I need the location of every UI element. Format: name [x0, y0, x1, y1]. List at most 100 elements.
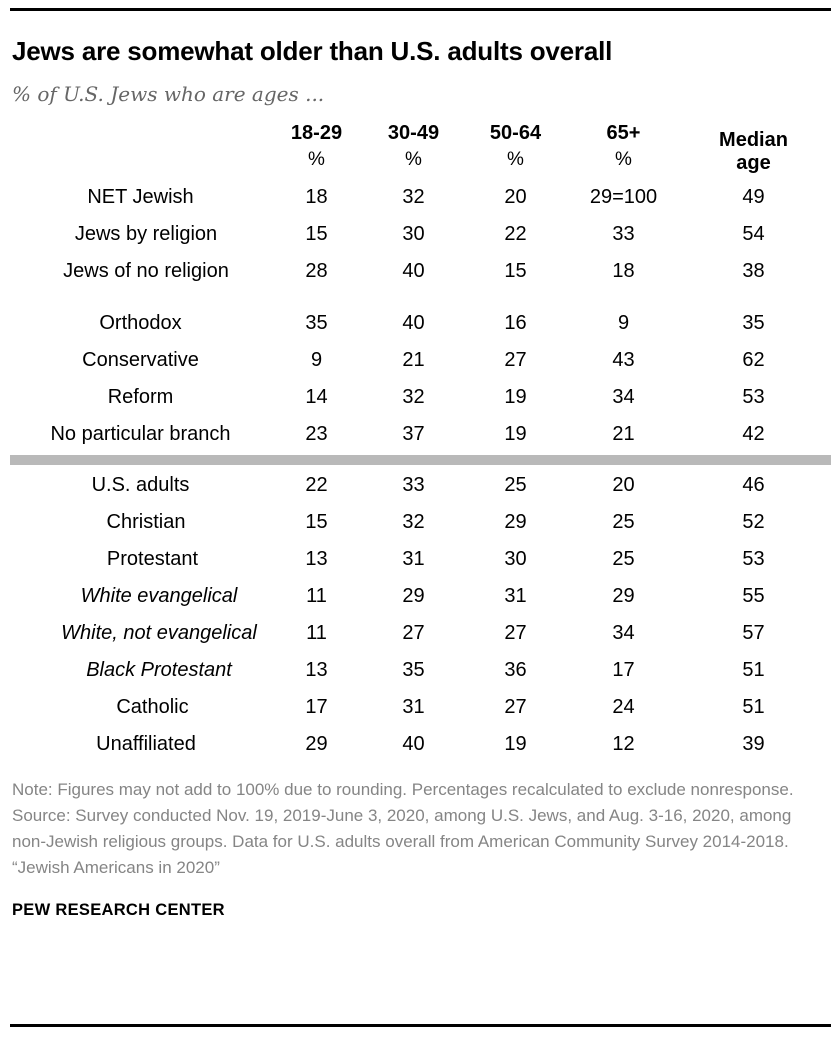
cell-value: 31 — [402, 696, 425, 718]
report-title: “Jewish Americans in 2020” — [12, 858, 220, 877]
column-header-30-49: 30-49 % — [364, 122, 463, 179]
column-header-unit: % — [308, 149, 325, 170]
row-label: Christian — [12, 504, 269, 541]
cell-value: 49 — [742, 186, 765, 208]
page-title: Jews are somewhat older than U.S. adults… — [12, 36, 613, 66]
top-rule — [10, 8, 831, 11]
cell-value: 15 — [504, 260, 527, 282]
cell-value: 14 — [305, 386, 328, 408]
row-label-text: U.S. adults — [91, 474, 190, 496]
row-label: NET Jewish — [12, 179, 269, 216]
column-header-label: 50-64 — [489, 122, 542, 144]
cell-value: 22 — [504, 223, 527, 245]
cell-value: 52 — [742, 511, 765, 533]
row-label-text: Catholic — [116, 696, 189, 718]
table-gap-cell — [12, 290, 828, 305]
cell-value: 22 — [305, 474, 328, 496]
cell-value: 30 — [504, 548, 527, 570]
row-label-text: Jews by religion — [74, 223, 218, 245]
cell-value: 27 — [504, 696, 527, 718]
cell-value: 13 — [305, 548, 328, 570]
cell-value: 27 — [402, 622, 425, 644]
cell-value: 24 — [612, 696, 635, 718]
cell-value: 9 — [310, 349, 323, 371]
row-label: Conservative — [12, 342, 269, 379]
cell-value: 32 — [402, 511, 425, 533]
cell-value: 35 — [305, 312, 328, 334]
cell-value: 20 — [504, 186, 527, 208]
column-header-label: 18-29 — [290, 122, 343, 144]
cell-value: 34 — [612, 622, 635, 644]
cell-value: 57 — [742, 622, 765, 644]
cell-value: 40 — [402, 312, 425, 334]
cell-value: 31 — [402, 548, 425, 570]
cell-value: 28 — [305, 260, 328, 282]
subtitle: % of U.S. Jews who are ages ... — [12, 82, 325, 106]
row-label: Jews by religion — [12, 216, 269, 253]
row-label-text: Protestant — [106, 548, 199, 570]
column-header-50-64: 50-64 % — [463, 122, 568, 179]
cell-value: 25 — [612, 511, 635, 533]
table-row: NET Jewish 18 32 20 29=100 49 — [12, 179, 828, 216]
cell-value: 21 — [612, 423, 635, 445]
cell-value: 19 — [504, 386, 527, 408]
cell-value: 27 — [504, 622, 527, 644]
column-header-median-age: Median age — [679, 122, 828, 179]
table-row: Conservative 9 21 27 43 62 — [12, 342, 828, 379]
row-label: No particular branch — [12, 416, 269, 453]
table-row: U.S. adults 22 33 25 20 46 — [12, 467, 828, 504]
row-label-text: Unaffiliated — [96, 733, 196, 755]
column-header-label: 30-49 — [387, 122, 440, 144]
cell-value: 53 — [742, 548, 765, 570]
column-header-18-29: 18-29 % — [269, 122, 364, 179]
cell-value: 20 — [612, 474, 635, 496]
row-label: Unaffiliated — [12, 726, 269, 763]
cell-value: 40 — [402, 733, 425, 755]
cell-value: 18 — [612, 260, 635, 282]
table-row: Christian 15 32 29 25 52 — [12, 504, 828, 541]
cell-value: 46 — [742, 474, 765, 496]
row-label: Jews of no religion — [12, 253, 269, 290]
cell-value: 18 — [305, 186, 328, 208]
column-header-label: 65+ — [606, 122, 641, 144]
cell-value: 17 — [612, 659, 635, 681]
cell-value: 9 — [617, 312, 630, 334]
cell-value: 25 — [612, 548, 635, 570]
cell-value: 42 — [742, 423, 765, 445]
bottom-rule — [10, 1024, 831, 1027]
row-label: Black Protestant — [12, 652, 269, 689]
table-row: Reform 14 32 19 34 53 — [12, 379, 828, 416]
cell-value: 25 — [504, 474, 527, 496]
table-row: Jews by religion 15 30 22 33 54 — [12, 216, 828, 253]
cell-value: 54 — [742, 223, 765, 245]
cell-value: 23 — [305, 423, 328, 445]
cell-value: 32 — [402, 186, 425, 208]
corner-cell — [12, 122, 269, 179]
cell-value: 19 — [504, 733, 527, 755]
row-label-text: Black Protestant — [86, 659, 232, 681]
age-distribution-table: 18-29 % 30-49 % 50-64 % 65+ % Median age — [10, 122, 831, 763]
brand-pew-research-center: PEW RESEARCH CENTER — [12, 901, 225, 919]
column-header-unit: % — [405, 149, 422, 170]
cell-value: 35 — [402, 659, 425, 681]
cell-value: 39 — [742, 733, 765, 755]
cell-value: 15 — [305, 223, 328, 245]
cell-value: 40 — [402, 260, 425, 282]
cell-value: 43 — [612, 349, 635, 371]
row-label-text: Reform — [107, 386, 174, 408]
row-label: Reform — [12, 379, 269, 416]
row-label: U.S. adults — [12, 467, 269, 504]
source-text: Source: Survey conducted Nov. 19, 2019-J… — [12, 806, 792, 851]
row-label-text: White, not evangelical — [61, 622, 257, 644]
row-label: Catholic — [12, 689, 269, 726]
row-label-text: Orthodox — [99, 312, 182, 334]
table-row: Unaffiliated 29 40 19 12 39 — [12, 726, 828, 763]
column-header-unit: % — [507, 149, 524, 170]
cell-value: 62 — [742, 349, 765, 371]
table-body: NET Jewish 18 32 20 29=100 49 Jews by religion… — [10, 179, 831, 763]
row-label: White, not evangelical — [12, 615, 269, 652]
cell-value: 35 — [742, 312, 765, 334]
cell-value: 29 — [504, 511, 527, 533]
note-text: Note: Figures may not add to 100% due to… — [12, 780, 794, 799]
